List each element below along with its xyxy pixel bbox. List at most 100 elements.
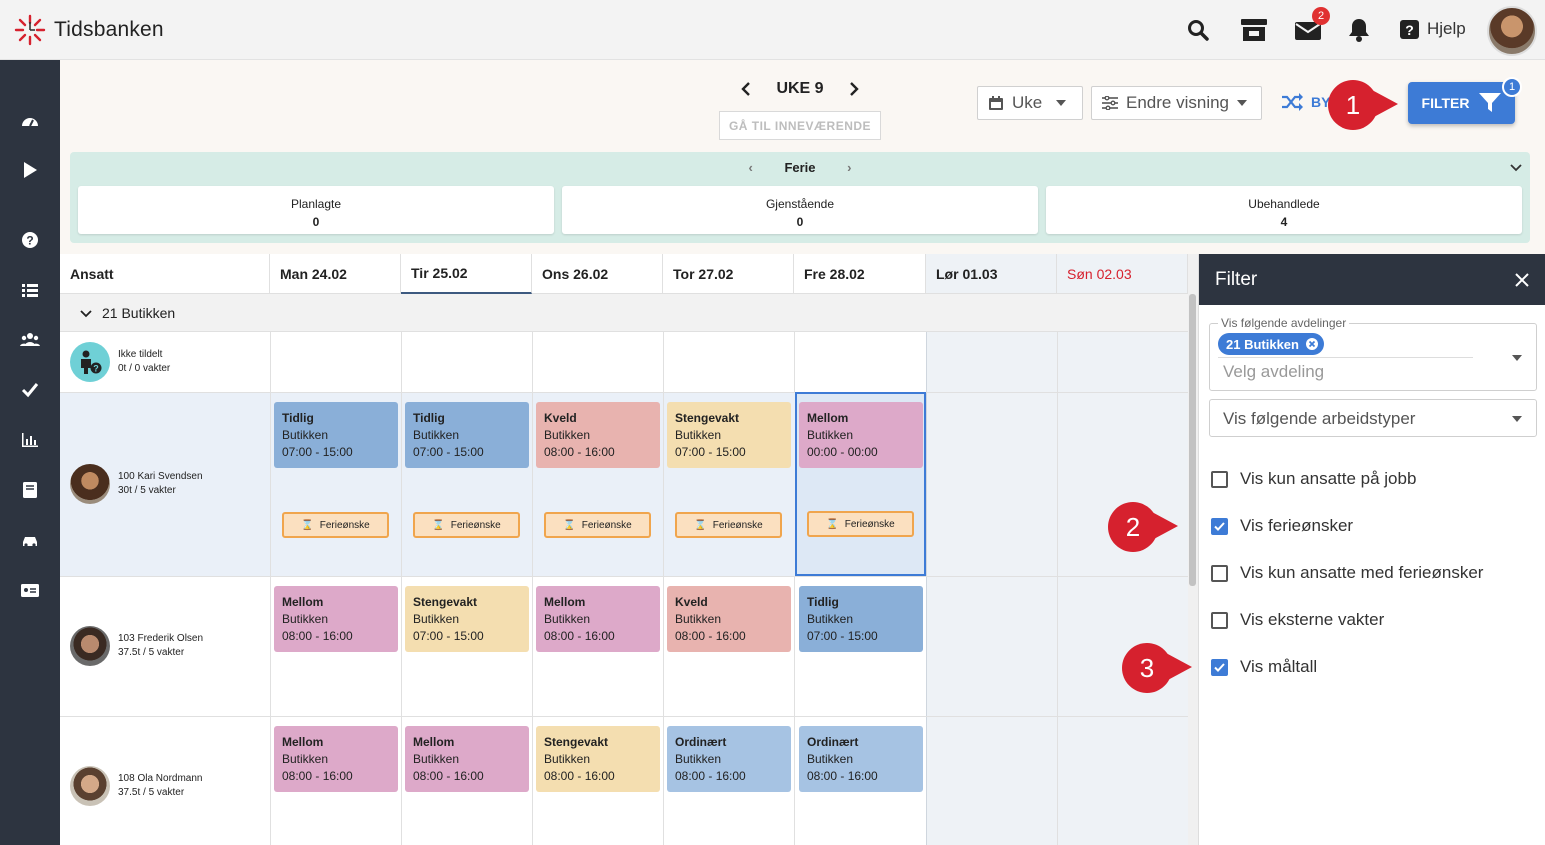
- shift-card[interactable]: Kveld Butikken 08:00 - 16:00: [536, 402, 660, 468]
- chevron-right-icon[interactable]: [848, 81, 860, 97]
- chevron-down-icon: [80, 309, 92, 317]
- shift-card[interactable]: Mellom Butikken 08:00 - 16:00: [536, 586, 660, 652]
- hourglass-icon: ⌛: [432, 519, 445, 531]
- checkbox-external-shifts[interactable]: Vis eksterne vakter: [1211, 610, 1384, 630]
- book-icon[interactable]: [20, 480, 40, 500]
- chevron-left-icon[interactable]: ‹: [748, 160, 753, 175]
- checkbox-only-working[interactable]: Vis kun ansatte på jobb: [1211, 469, 1416, 489]
- shift-card[interactable]: Tidlig Butikken 07:00 - 15:00: [799, 586, 923, 652]
- hourglass-icon: ⌛: [826, 518, 839, 530]
- change-view-select[interactable]: Endre visning: [1091, 86, 1262, 120]
- department-placeholder[interactable]: Velg avdeling: [1223, 362, 1325, 381]
- shift-card[interactable]: Stengevakt Butikken 07:00 - 15:00: [405, 586, 529, 652]
- vacation-wish-badge[interactable]: ⌛ Ferieønske: [675, 512, 782, 538]
- checkbox[interactable]: [1211, 564, 1228, 582]
- avatar: [70, 766, 110, 806]
- stat-remaining: Gjenstående 0: [562, 186, 1038, 234]
- checkbox[interactable]: [1211, 470, 1228, 488]
- vacation-wish-badge[interactable]: ⌛ Ferieønske: [544, 512, 651, 538]
- chevron-right-icon[interactable]: ›: [847, 160, 852, 175]
- shift-card[interactable]: Tidlig Butikken 07:00 - 15:00: [405, 402, 529, 468]
- employee-row-label[interactable]: 100 Kari Svendsen 30t / 5 vakter: [70, 464, 203, 504]
- filter-button[interactable]: FILTER: [1408, 82, 1515, 124]
- checkbox-checked[interactable]: [1211, 658, 1228, 676]
- employee-name: 100 Kari Svendsen: [118, 471, 203, 482]
- unassigned-avatar: ?: [70, 342, 110, 382]
- shift-card[interactable]: Mellom Butikken 00:00 - 00:00: [799, 402, 923, 468]
- dashboard-icon[interactable]: [20, 112, 40, 132]
- goto-current-button[interactable]: GÅ TIL INNEVÆRENDE: [719, 111, 881, 140]
- shift-card[interactable]: Tidlig Butikken 07:00 - 15:00: [274, 402, 398, 468]
- column-divider: [663, 393, 664, 576]
- shift-card[interactable]: Stengevakt Butikken 07:00 - 15:00: [667, 402, 791, 468]
- shift-card[interactable]: Stengevakt Butikken 08:00 - 16:00: [536, 726, 660, 792]
- avatar: [70, 626, 110, 666]
- day-header[interactable]: Fre 28.02: [794, 254, 926, 294]
- checkbox-only-with-wishes[interactable]: Vis kun ansatte med ferieønsker: [1211, 563, 1483, 583]
- mail-icon[interactable]: [1295, 22, 1321, 40]
- shuffle-button[interactable]: BY: [1281, 93, 1330, 111]
- checkmark-icon: [1214, 662, 1225, 672]
- users-icon[interactable]: [20, 330, 40, 350]
- play-icon[interactable]: [20, 160, 40, 180]
- check-icon[interactable]: [20, 380, 40, 400]
- svg-text:?: ?: [26, 234, 33, 248]
- day-header-today[interactable]: Tir 25.02: [401, 254, 532, 294]
- shift-card[interactable]: Mellom Butikken 08:00 - 16:00: [405, 726, 529, 792]
- column-divider: [401, 332, 402, 845]
- shuffle-label: BY: [1311, 94, 1331, 110]
- help-link[interactable]: ? Hjelp: [1400, 19, 1466, 39]
- shift-card[interactable]: Kveld Butikken 08:00 - 16:00: [667, 586, 791, 652]
- stat-value: 0: [312, 215, 320, 229]
- filter-badge: 1: [1502, 77, 1522, 97]
- brand-logo[interactable]: Tidsbanken: [14, 14, 164, 46]
- checkbox-show-targets[interactable]: Vis måltall: [1211, 657, 1317, 677]
- day-header[interactable]: Tor 27.02: [663, 254, 794, 294]
- employee-row-label[interactable]: 103 Frederik Olsen 37.5t / 5 vakter: [70, 626, 203, 666]
- day-header[interactable]: Ons 26.02: [532, 254, 663, 294]
- view-select[interactable]: Uke: [977, 86, 1083, 120]
- vacation-wish-badge[interactable]: ⌛ Ferieønske: [807, 511, 914, 537]
- bar-chart-icon[interactable]: [20, 430, 40, 450]
- day-header-weekend[interactable]: Lør 01.03: [926, 254, 1057, 294]
- list-icon[interactable]: [20, 280, 40, 300]
- user-avatar[interactable]: [1487, 6, 1537, 56]
- day-header[interactable]: Man 24.02: [270, 254, 401, 294]
- chevron-left-icon[interactable]: [740, 81, 752, 97]
- unassigned-row[interactable]: ? Ikke tildelt 0t / 0 vakter: [70, 342, 170, 382]
- shift-card[interactable]: Mellom Butikken 08:00 - 16:00: [274, 586, 398, 652]
- column-divider: [270, 393, 271, 576]
- store-icon[interactable]: [1240, 19, 1268, 41]
- question-icon[interactable]: ?: [20, 230, 40, 250]
- car-icon[interactable]: [20, 530, 40, 550]
- employee-hours: 0t / 0 vakter: [118, 363, 171, 374]
- checkbox[interactable]: [1211, 611, 1228, 629]
- day-header-sunday[interactable]: Søn 02.03: [1057, 254, 1188, 294]
- close-icon[interactable]: [1515, 273, 1529, 287]
- vacation-wish-badge[interactable]: ⌛ Ferieønske: [413, 512, 520, 538]
- column-divider: [1057, 332, 1058, 845]
- checkbox-label: Vis kun ansatte på jobb: [1240, 469, 1417, 488]
- grid-scrollbar-thumb[interactable]: [1189, 294, 1196, 586]
- worktype-select[interactable]: Vis følgende arbeidstyper: [1209, 399, 1537, 437]
- department-group-row[interactable]: 21 Butikken: [60, 294, 1188, 332]
- vacation-wish-badge[interactable]: ⌛ Ferieønske: [282, 512, 389, 538]
- chip-remove-icon[interactable]: [1305, 337, 1319, 351]
- svg-text:?: ?: [1405, 22, 1414, 38]
- collapse-icon[interactable]: [1510, 162, 1522, 172]
- shift-card[interactable]: Ordinært Butikken 08:00 - 16:00: [799, 726, 923, 792]
- bell-icon[interactable]: [1348, 18, 1370, 42]
- help-label: Hjelp: [1427, 19, 1466, 38]
- shift-card[interactable]: Mellom Butikken 08:00 - 16:00: [274, 726, 398, 792]
- checkbox-checked[interactable]: [1211, 517, 1228, 535]
- search-icon[interactable]: [1187, 19, 1209, 41]
- id-card-icon[interactable]: [20, 580, 40, 600]
- department-select[interactable]: Vis følgende avdelinger 21 Butikken Velg…: [1209, 316, 1537, 391]
- checkbox-show-vacation-wishes[interactable]: Vis ferieønsker: [1211, 516, 1353, 536]
- employee-row-label[interactable]: 108 Ola Nordmann 37.5t / 5 vakter: [70, 766, 203, 806]
- column-divider: [270, 332, 271, 845]
- week-label: UKE 9: [776, 80, 824, 97]
- caret-down-icon: [1512, 355, 1522, 361]
- shift-card[interactable]: Ordinært Butikken 08:00 - 16:00: [667, 726, 791, 792]
- divider: [1218, 357, 1473, 358]
